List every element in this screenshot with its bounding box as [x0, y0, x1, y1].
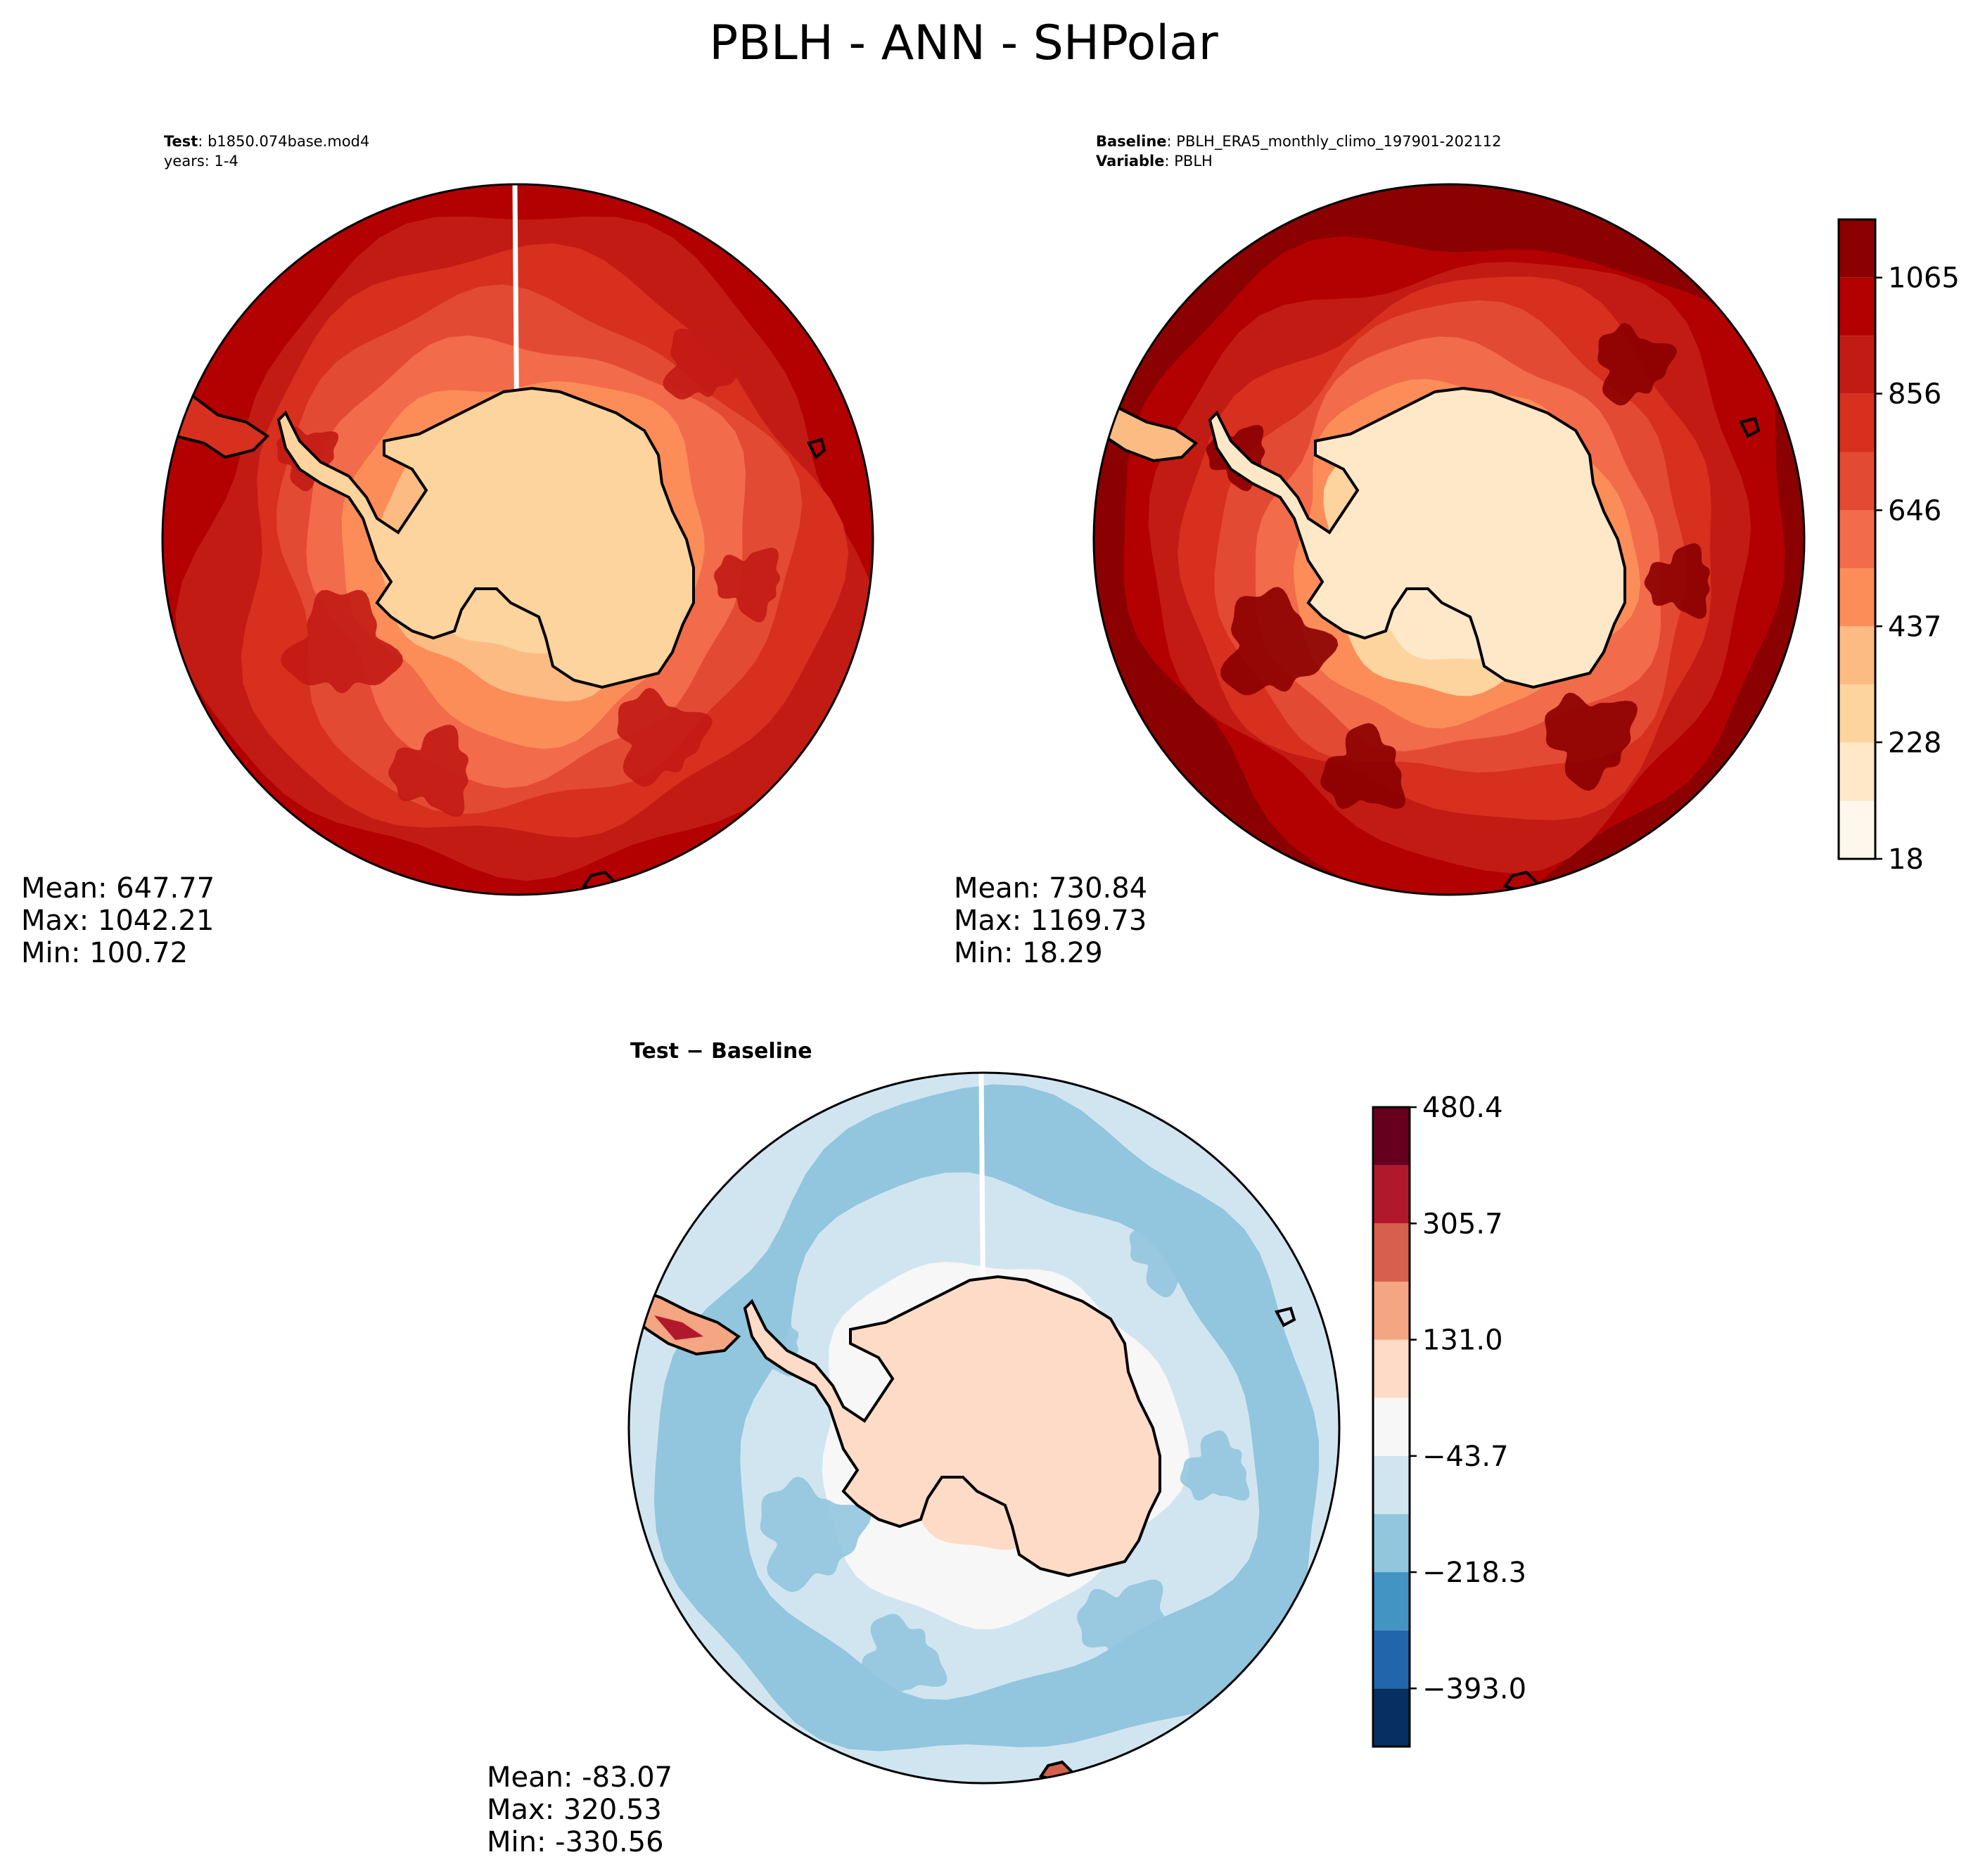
difference-colorbar: −393.0 −218.3 −43.7 131.0 305.7 480.4	[1372, 1092, 1526, 1748]
colorbar-tick-label: 18	[1888, 843, 1924, 876]
baseline-mean: Mean: 730.84	[954, 872, 1147, 905]
colorbar-tick-label: 131.0	[1422, 1325, 1503, 1357]
colorbar-segment	[1373, 1688, 1410, 1747]
colorbar-segment	[1839, 452, 1875, 511]
field-patch	[858, 1614, 947, 1703]
difference-max: Max: 320.53	[487, 1794, 662, 1826]
difference-antarctica-coastline	[743, 1275, 1161, 1578]
baseline-antarctica-coastline	[1208, 386, 1626, 689]
colorbar-tick-label: 856	[1888, 378, 1941, 411]
colorbar-frame	[1372, 1106, 1411, 1748]
colorbar-segment	[1373, 1339, 1410, 1398]
field-patch	[760, 1476, 872, 1593]
field-patch	[1320, 723, 1406, 810]
colorbar-segment	[1373, 1165, 1410, 1224]
field-patch	[1644, 543, 1710, 619]
field-patch	[1076, 1579, 1166, 1679]
test-min: Min: 100.72	[21, 937, 188, 969]
baseline-header-line2: Variable: PBLH	[1096, 153, 1213, 170]
difference-title: Test − Baseline	[630, 1039, 812, 1064]
colorbar-segment	[1839, 219, 1875, 278]
test-antarctica-coastline	[276, 386, 695, 689]
colorbar-segment	[1839, 684, 1875, 743]
colorbar-tick-label: 646	[1888, 494, 1941, 527]
field-patch	[713, 547, 780, 623]
colorbar-segment	[1839, 336, 1875, 394]
colorbar-tick-label: −393.0	[1422, 1673, 1526, 1705]
colorbar-segment	[1839, 393, 1875, 452]
field-patch	[1597, 323, 1678, 406]
test-mean: Mean: 647.77	[21, 872, 215, 905]
colorbar-segment	[1373, 1572, 1410, 1631]
colorbar-segment	[1373, 1398, 1410, 1456]
test-header-line1: Test: b1850.074base.mod4	[164, 133, 369, 150]
colorbar-segment	[1373, 1107, 1410, 1166]
colorbar-segment	[1373, 1223, 1410, 1282]
colorbar-tick-label: 437	[1888, 611, 1941, 643]
colorbar-tick-label: 480.4	[1422, 1092, 1503, 1124]
test-header-line2: years: 1-4	[164, 153, 238, 170]
test-panel: Test: b1850.074base.mod4 years: 1-4 Mean…	[21, 133, 874, 969]
field-patch	[281, 589, 403, 694]
difference-panel: Test − Baseline Mean: -83.07 Max: 320.53…	[487, 1039, 1341, 1858]
colorbar-segment	[1373, 1630, 1410, 1689]
field-patch	[1180, 1430, 1250, 1501]
colorbar-segment	[1839, 568, 1875, 627]
colorbar-tick-label: −218.3	[1422, 1557, 1526, 1589]
field-patch	[1129, 1215, 1207, 1298]
field-patch	[663, 322, 747, 400]
colorbar-segment	[1373, 1281, 1410, 1340]
difference-min: Min: -330.56	[487, 1826, 664, 1858]
colorbar-frame	[1837, 218, 1877, 860]
colorbar-segment	[1839, 742, 1875, 801]
baseline-map	[1094, 184, 1804, 895]
baseline-south-america-tip	[1094, 399, 1199, 463]
colorbar-segment	[1839, 800, 1875, 859]
test-map	[162, 184, 873, 895]
colorbar-segment	[1839, 626, 1875, 684]
colorbar-tick-label: 228	[1888, 727, 1941, 759]
colorbar-tick-label: 305.7	[1422, 1208, 1503, 1240]
colorbar-segment	[1373, 1455, 1410, 1514]
difference-map	[629, 1073, 1339, 1783]
difference-mean: Mean: -83.07	[487, 1761, 672, 1794]
colorbar-segment	[1373, 1514, 1410, 1573]
colorbar-segment	[1839, 510, 1875, 568]
test-max: Max: 1042.21	[21, 905, 214, 937]
colorbar-segment	[1839, 277, 1875, 336]
field-patch	[1545, 692, 1638, 791]
colorbar-tick-label: −43.7	[1422, 1441, 1509, 1473]
baseline-header-line1: Baseline: PBLH_ERA5_monthly_climo_197901…	[1096, 133, 1501, 151]
baseline-panel: Baseline: PBLH_ERA5_monthly_climo_197901…	[954, 133, 1806, 969]
field-patch	[617, 687, 713, 787]
baseline-max: Max: 1169.73	[954, 905, 1147, 937]
field-patch	[1220, 587, 1339, 696]
field-patch	[388, 725, 469, 817]
baseline-min: Min: 18.29	[954, 937, 1103, 969]
colorbar-tick-label: 1065	[1888, 262, 1960, 295]
main-colorbar: 18 228 437 646 856 1065	[1837, 218, 1960, 876]
figure-title: PBLH - ANN - SHPolar	[709, 15, 1218, 71]
